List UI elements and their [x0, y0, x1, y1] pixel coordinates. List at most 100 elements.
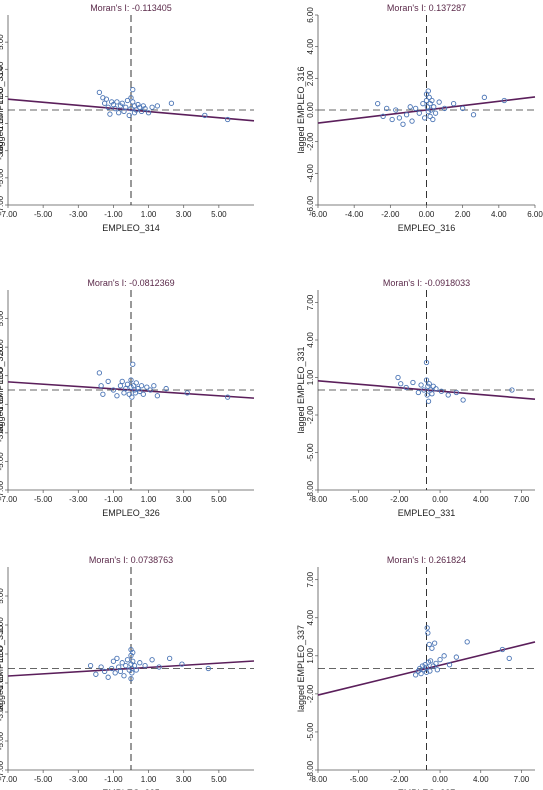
data-point [425, 108, 431, 115]
x-tick-label: 3.00 [176, 775, 192, 784]
data-point [126, 112, 132, 119]
data-point [407, 104, 413, 110]
y-tick-label: 6.00 [306, 7, 315, 23]
data-point [123, 104, 129, 110]
y-tick-label: 3.00 [0, 617, 5, 633]
data-point [509, 387, 515, 393]
chart-title: Moran's I: 0.137287 [387, 3, 466, 13]
y-tick-label: -5.00 [0, 731, 5, 750]
y-tick-label: 1.00 [0, 367, 5, 383]
data-point [436, 99, 442, 105]
data-point [430, 383, 436, 389]
y-tick-label: -5.00 [0, 452, 5, 471]
x-tick-label: 5.00 [211, 775, 227, 784]
x-tick-label: 0.00 [432, 495, 448, 504]
data-point [130, 658, 136, 664]
data-point [412, 105, 419, 112]
y-axis-title: lagged EMPLEO_326 [0, 346, 5, 433]
y-tick-label: 0.00 [306, 102, 315, 118]
y-tick-label: -2.00 [306, 405, 315, 424]
data-point [428, 107, 434, 113]
data-point [119, 378, 125, 385]
data-point [415, 389, 422, 396]
data-point [142, 105, 148, 112]
data-point [450, 101, 457, 107]
data-point [224, 394, 231, 400]
data-point [121, 390, 127, 396]
data-point [98, 383, 104, 389]
data-point [426, 94, 432, 100]
data-point [129, 670, 135, 676]
y-tick-label: 2.00 [306, 70, 315, 86]
data-point [96, 370, 103, 376]
y-tick-label: -3.00 [0, 141, 5, 160]
data-point [119, 100, 125, 106]
data-point [138, 108, 145, 115]
data-point [501, 97, 507, 104]
x-tick-label: -3.00 [69, 495, 88, 504]
x-tick-label: 5.00 [211, 210, 227, 219]
y-tick-label: 4.00 [306, 332, 315, 348]
x-tick-label: 4.00 [473, 775, 489, 784]
chart-title: Moran's I: -0.0812369 [87, 278, 174, 288]
data-point [151, 383, 157, 389]
data-point [96, 89, 103, 96]
y-tick-label: 4.00 [306, 38, 315, 54]
y-tick-label: 5.00 [0, 34, 5, 50]
data-point [140, 391, 146, 397]
chart-panel-3: Moran's I: -0.0812369 -7.00 -5.00 -3.00 -1.0… [0, 278, 255, 518]
data-point [427, 658, 434, 664]
data-point [144, 384, 150, 390]
chart-panel-4: Moran's I: -0.0918033 -8.00 -5.00 -2.00 0.00… [296, 278, 536, 518]
data-point [184, 390, 190, 396]
x-tick-label: 4.00 [473, 495, 489, 504]
data-point [393, 107, 399, 113]
data-point [423, 97, 430, 104]
data-point [154, 393, 161, 399]
y-tick-label: -5.00 [306, 722, 315, 741]
data-point [434, 667, 440, 673]
x-tick-label: 2.00 [455, 210, 471, 219]
data-point [433, 660, 439, 667]
x-tick-label: -7.00 [0, 775, 18, 784]
x-tick-label: 0.00 [419, 210, 435, 219]
x-tick-label: 7.00 [514, 495, 530, 504]
y-tick-label: -5.00 [306, 443, 315, 462]
data-point [114, 655, 120, 661]
data-point [117, 668, 124, 675]
x-tick-label: 1.00 [141, 775, 157, 784]
y-tick-label: 5.00 [0, 588, 5, 604]
data-point [126, 391, 132, 397]
x-tick-label: 4.00 [491, 210, 507, 219]
data-point [438, 388, 445, 394]
data-point [114, 393, 120, 399]
x-tick-label: -5.00 [350, 495, 369, 504]
data-point [418, 382, 424, 388]
data-point [453, 654, 459, 660]
data-point [422, 662, 428, 668]
data-point [430, 116, 436, 123]
chart-panel-6: Moran's I: 0.261824 -8.00 -5.00 -2.00 0.00 4.… [296, 555, 536, 790]
data-point [129, 394, 135, 400]
data-point [137, 388, 143, 395]
x-tick-label: -2.00 [390, 495, 409, 504]
data-point [433, 386, 439, 392]
y-tick-label: 3.00 [0, 339, 5, 355]
y-tick-label: 1.00 [0, 88, 5, 104]
data-point [149, 657, 155, 663]
data-point [123, 385, 129, 392]
data-point [425, 630, 431, 636]
data-point [224, 116, 231, 123]
data-point [425, 88, 431, 94]
x-tick-label: -5.00 [34, 775, 53, 784]
data-point [423, 359, 430, 366]
y-tick-label: -7.00 [0, 760, 5, 779]
data-point [395, 374, 401, 381]
chart-title: Moran's I: -0.0918033 [383, 278, 470, 288]
data-point [460, 105, 466, 112]
y-tick-label: -8.00 [306, 480, 315, 499]
x-axis-title: EMPLEO_326 [102, 508, 160, 518]
data-point [422, 115, 428, 121]
data-point [403, 112, 410, 118]
